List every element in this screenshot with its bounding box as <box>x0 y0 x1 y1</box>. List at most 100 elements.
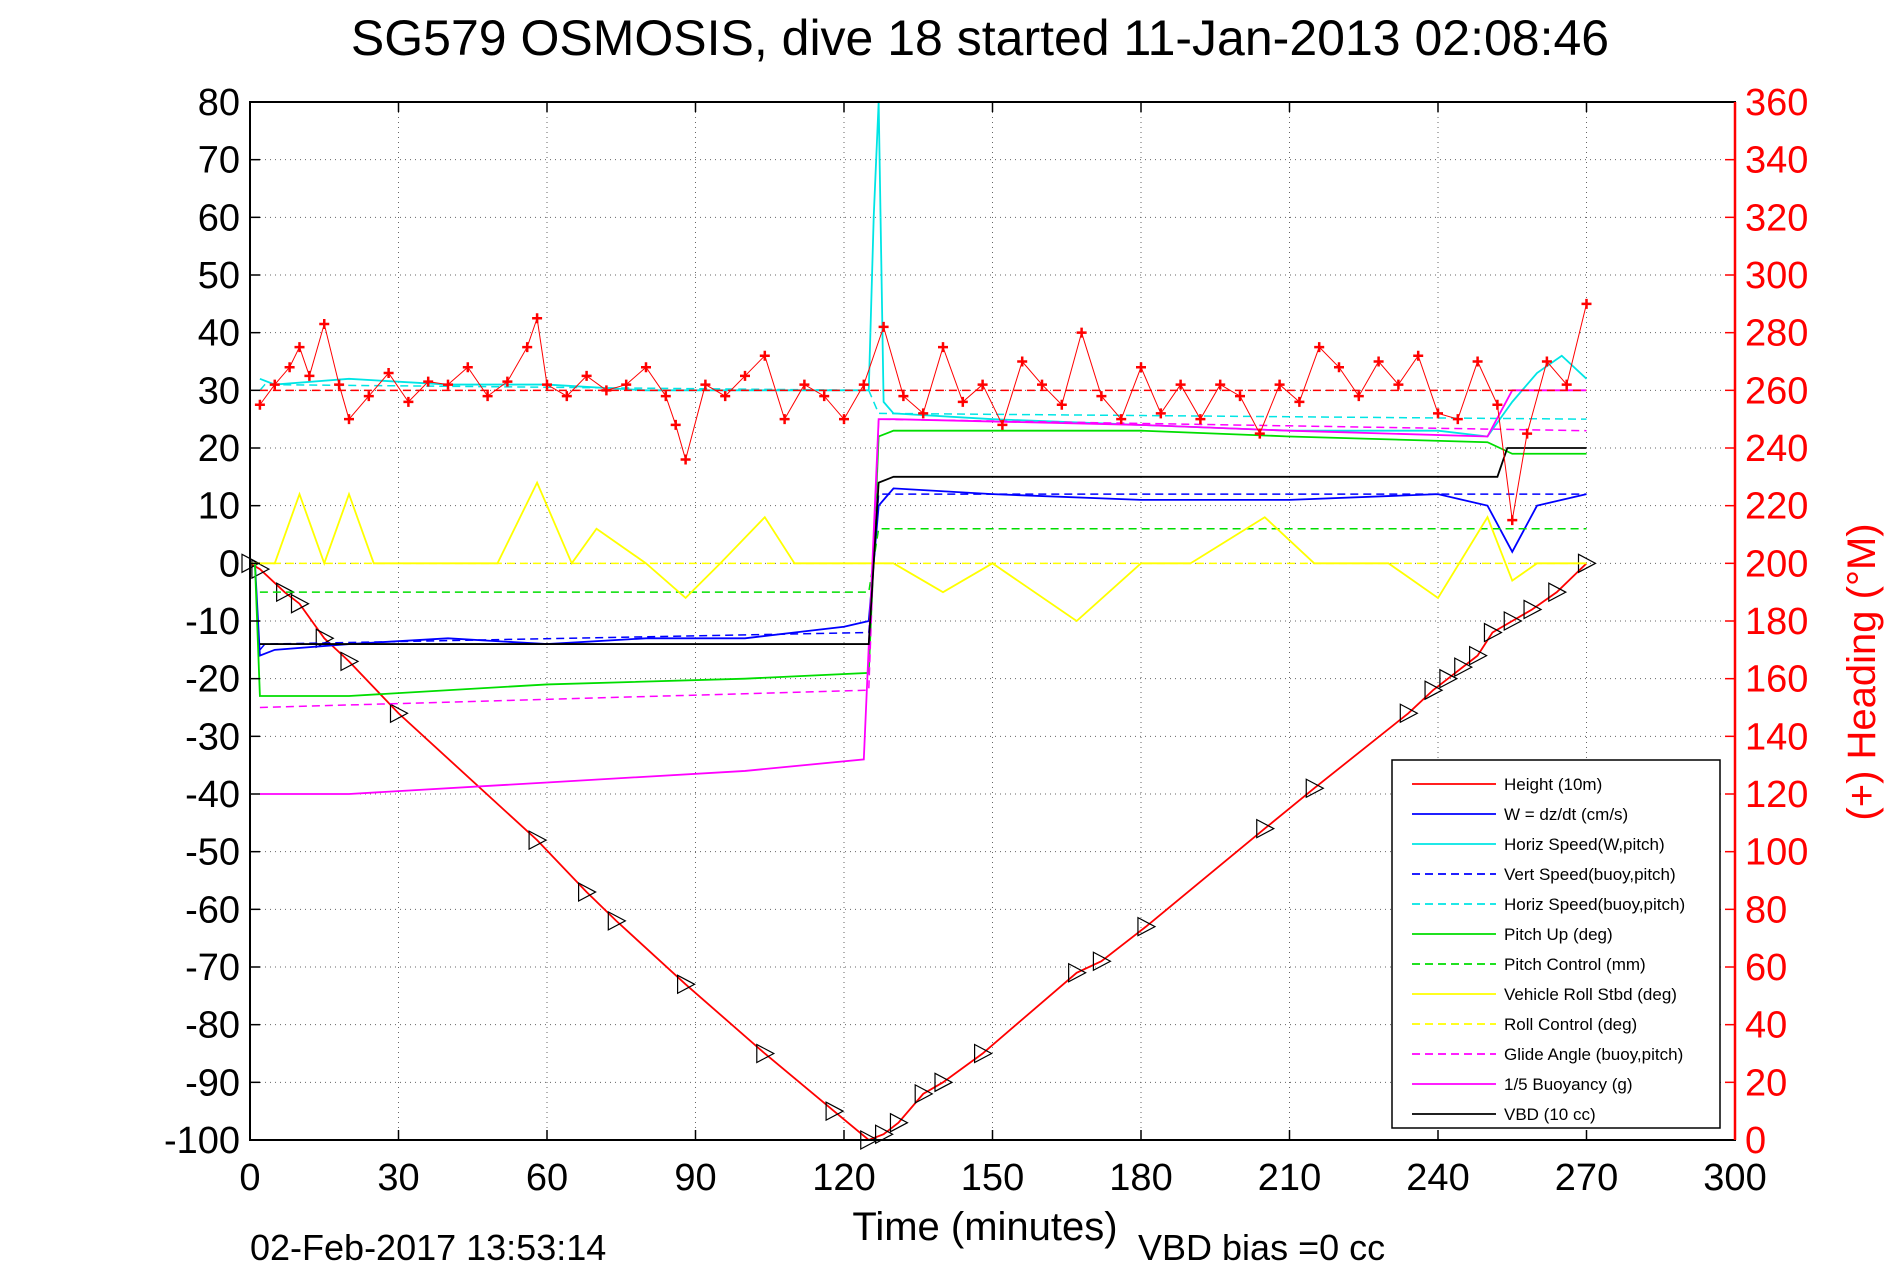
height-marker <box>340 651 360 672</box>
height-marker <box>756 1043 776 1064</box>
y-tick-label: -70 <box>185 947 240 989</box>
height-marker <box>607 910 627 931</box>
footer-timestamp: 02-Feb-2017 13:53:14 <box>250 1227 606 1262</box>
height-marker <box>1439 668 1459 689</box>
y-tick-label: 30 <box>198 370 240 412</box>
y-tick-label: -90 <box>185 1062 240 1104</box>
height-marker <box>1548 582 1568 603</box>
y2-tick-label: 160 <box>1745 659 1808 701</box>
y-tick-label: 40 <box>198 313 240 355</box>
y2-tick-label: 340 <box>1745 140 1808 182</box>
y2-tick-label: 40 <box>1745 1005 1787 1047</box>
legend-label: Pitch Control (mm) <box>1504 955 1646 974</box>
y2-tick-label: 80 <box>1745 889 1787 931</box>
height-marker <box>578 882 597 903</box>
height-marker <box>1256 818 1276 839</box>
y-tick-label: 60 <box>198 197 240 239</box>
height-marker <box>914 1083 934 1104</box>
y-tick-label: 10 <box>198 486 240 528</box>
legend-label: Glide Angle (buoy,pitch) <box>1504 1045 1683 1064</box>
height-marker <box>1454 657 1474 678</box>
y2-tick-label: 120 <box>1745 774 1808 816</box>
heading-marker <box>1581 298 1592 309</box>
legend-box <box>1391 759 1721 1129</box>
legend-label: VBD (10 cc) <box>1504 1105 1596 1124</box>
y2-tick-label: 20 <box>1745 1062 1787 1104</box>
y2-tick-label: 240 <box>1745 428 1808 470</box>
height-marker <box>389 703 409 724</box>
x-axis-label: Time (minutes) <box>852 1205 1117 1249</box>
legend-label: Pitch Up (deg) <box>1504 925 1613 944</box>
y2-tick-label: 100 <box>1745 832 1808 874</box>
series-layer <box>241 101 1597 1150</box>
series-heading-m <box>254 298 1592 526</box>
series-w-dz-dt-cm-s <box>254 487 1587 657</box>
height-marker <box>528 830 548 851</box>
legend-label: W = dz/dt (cm/s) <box>1504 805 1628 824</box>
y-tick-label: -10 <box>185 601 240 643</box>
height-marker <box>1305 778 1325 799</box>
y2-tick-label: 60 <box>1745 947 1787 989</box>
x-tick-label: 150 <box>961 1157 1024 1199</box>
y-tick-label: -50 <box>185 832 240 874</box>
series-vert-speed-buoy-pitch <box>259 493 1587 651</box>
height-marker <box>1523 599 1543 620</box>
x-tick-label: 180 <box>1109 1157 1172 1199</box>
height-marker <box>825 1101 845 1122</box>
y2-tick-label: 280 <box>1745 313 1808 355</box>
y2-tick-label: 260 <box>1745 370 1808 412</box>
x-tick-label: 120 <box>812 1157 875 1199</box>
y2-tick-label: 0 <box>1745 1120 1766 1162</box>
legend: Height (10m) W = dz/dt (cm/s) Horiz Speed(… <box>1391 759 1721 1129</box>
height-marker <box>1424 680 1444 701</box>
height-marker <box>1399 703 1419 724</box>
height-marker <box>889 1112 909 1133</box>
x-tick-label: 270 <box>1555 1157 1618 1199</box>
y2-tick-label: 200 <box>1745 543 1808 585</box>
height-marker <box>1092 951 1112 972</box>
legend-label: Vert Speed(buoy,pitch) <box>1504 865 1676 884</box>
y2-tick-label: 140 <box>1745 716 1808 758</box>
y2-axis-label: (+) Heading (°M) <box>1840 523 1884 820</box>
y2-tick-label: 300 <box>1745 255 1808 297</box>
height-marker <box>1137 916 1157 937</box>
x-tick-label: 30 <box>377 1157 419 1199</box>
y-tick-label: 70 <box>198 140 240 182</box>
height-marker <box>974 1043 993 1064</box>
axes: 0 30 60 90 120 150 180 210 240 270 300807060504030… <box>164 82 1808 1199</box>
series-vehicle-roll-stbd-deg <box>250 480 1587 623</box>
y-tick-label: -20 <box>185 659 240 701</box>
legend-label: 1/5 Buoyancy (g) <box>1504 1075 1633 1094</box>
height-marker <box>290 593 310 614</box>
vbd-bias-note: VBD bias =0 cc <box>1138 1227 1385 1262</box>
heading-line <box>259 303 1587 521</box>
series-1-5-buoyancy-g <box>259 389 1587 795</box>
y2-tick-label: 220 <box>1745 486 1808 528</box>
y-tick-label: 80 <box>198 82 240 124</box>
y-tick-label: 50 <box>198 255 240 297</box>
y-tick-label: -30 <box>185 716 240 758</box>
series-vbd-10-cc <box>259 447 1587 645</box>
legend-label: Vehicle Roll Stbd (deg) <box>1504 985 1677 1004</box>
series-pitch-control-mm <box>259 527 1587 593</box>
height-marker <box>875 1124 894 1145</box>
x-tick-label: 90 <box>674 1157 716 1199</box>
height-marker <box>1469 645 1488 666</box>
y-tick-label: 20 <box>198 428 240 470</box>
height-marker <box>1483 622 1503 643</box>
legend-label: Height (10m) <box>1504 775 1602 794</box>
x-tick-label: 210 <box>1258 1157 1321 1199</box>
y2-tick-label: 320 <box>1745 197 1808 239</box>
y-tick-label: -80 <box>185 1005 240 1047</box>
chart-title: SG579 OSMOSIS, dive 18 started 11-Jan-20… <box>351 10 1609 66</box>
height-marker <box>934 1072 954 1093</box>
y-tick-label: -40 <box>185 774 240 816</box>
legend-label: Roll Control (deg) <box>1504 1015 1637 1034</box>
y-tick-label: -60 <box>185 889 240 931</box>
x-tick-label: 240 <box>1406 1157 1469 1199</box>
series-horiz-speed-buoy-pitch <box>259 383 1587 420</box>
y-tick-label: 0 <box>219 543 240 585</box>
y-tick-label: -100 <box>164 1120 240 1162</box>
x-tick-label: 300 <box>1703 1157 1766 1199</box>
